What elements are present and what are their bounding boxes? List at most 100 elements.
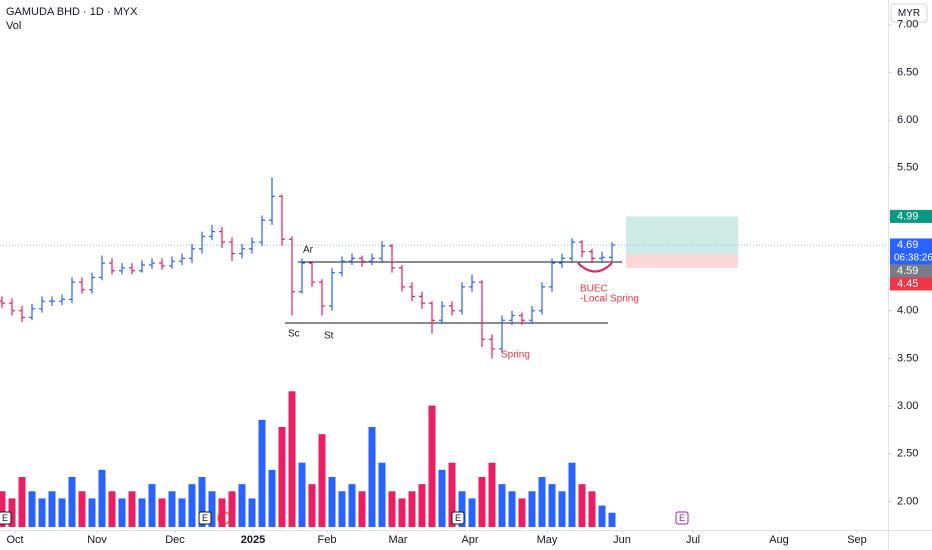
ohlc-bar [399, 265, 405, 292]
currency[interactable]: MYR [898, 8, 920, 19]
ohlc-bar [189, 244, 195, 264]
volume-bar [98, 469, 106, 527]
volume-bar [128, 491, 136, 527]
event-label: E [202, 513, 208, 523]
ohlc-bar [9, 298, 15, 316]
volume-bar [298, 462, 306, 527]
event-marker[interactable] [198, 511, 212, 525]
volume-bar [388, 491, 396, 527]
price-label-box [890, 277, 932, 291]
ohlc-bar [19, 305, 25, 323]
ohlc-bar [109, 258, 115, 275]
volume-bar [168, 491, 176, 527]
ohlc-bar [179, 253, 185, 265]
volume-bar [188, 484, 196, 527]
x-tick-label: May [537, 534, 558, 546]
price-label: 4.69 [897, 239, 918, 251]
volume-bar [288, 391, 296, 527]
y-tick-label: 2.50 [897, 448, 918, 460]
volume-bar [198, 477, 206, 527]
ohlc-bar [569, 238, 575, 264]
volume-bar [438, 469, 446, 527]
volume-bar [318, 434, 326, 527]
volume-bar [348, 484, 356, 527]
volume-bar [228, 491, 236, 527]
volume-bar [558, 491, 566, 527]
price-label-box [890, 264, 932, 278]
ohlc-bar [259, 215, 265, 246]
volume-bar [508, 491, 516, 527]
volume-bar [448, 462, 456, 527]
volume-bar [398, 498, 406, 527]
x-tick-label: Nov [87, 534, 107, 546]
volume-bar [138, 498, 146, 527]
ohlc-bar [49, 296, 55, 306]
event-marker[interactable] [0, 511, 12, 525]
volume-bar [538, 477, 546, 527]
volume-bar [28, 491, 36, 527]
volume-bar [378, 462, 386, 527]
volume-bar [48, 491, 56, 527]
stop-zone [626, 254, 738, 268]
ohlc-bar [379, 241, 385, 264]
x-tick-label: Mar [389, 534, 408, 546]
x-tick-label: 2025 [241, 534, 265, 546]
volume-bar [468, 498, 476, 527]
ohlc-bar [159, 258, 165, 270]
ohlc-bar [239, 244, 245, 259]
y-tick-label: 5.50 [897, 162, 918, 174]
event-label: E [455, 513, 461, 523]
ohlc-bar [0, 296, 5, 308]
ohlc-bar [519, 312, 525, 326]
volume-bar [488, 462, 496, 527]
ohlc-bar [589, 248, 595, 264]
event-marker[interactable] [451, 511, 465, 525]
x-tick-label: Dec [165, 534, 185, 546]
volume-label: Vol [6, 20, 21, 32]
volume-bar [8, 498, 16, 527]
annotation: Spring [501, 350, 530, 361]
event-label: E [679, 513, 685, 523]
price-label-box [890, 209, 932, 223]
volume-bar [578, 484, 586, 527]
volume-bar [268, 469, 276, 527]
ohlc-bar [469, 274, 475, 292]
ohlc-bar [149, 258, 155, 269]
volume-bar [58, 498, 66, 527]
ohlc-bar [249, 237, 255, 254]
volume-bar [518, 498, 526, 527]
ohlc-bar [449, 301, 455, 316]
y-tick-label: 2.00 [897, 495, 918, 507]
currency-button[interactable] [890, 3, 928, 23]
ohlc-bar [459, 282, 465, 315]
ohlc-bar [309, 261, 315, 287]
x-tick-label: Jul [686, 534, 700, 546]
volume-bar [598, 505, 606, 527]
event-label: E [2, 513, 8, 523]
volume-bar [0, 491, 6, 527]
ohlc-bar [129, 263, 135, 275]
y-tick-label: 6.50 [897, 66, 918, 78]
volume-bar [258, 419, 266, 527]
ohlc-bar [329, 267, 335, 311]
volume-bar [428, 405, 436, 527]
ohlc-bar [209, 224, 215, 241]
ohlc-bar [539, 282, 545, 315]
ohlc-bar [489, 334, 495, 359]
volume-bar [78, 491, 86, 527]
ohlc-bar [169, 256, 175, 269]
ohlc-bar [389, 244, 395, 273]
y-tick-label: 3.50 [897, 352, 918, 364]
volume-bar [278, 427, 286, 527]
ohlc-bar [439, 301, 445, 325]
volume-bar [588, 491, 596, 527]
ohlc-bar [559, 253, 565, 268]
volume-bar [108, 491, 116, 527]
annotation: BUEC [580, 284, 608, 295]
ohlc-bar [599, 251, 605, 264]
ohlc-bar [269, 177, 275, 225]
ohlc-bar [409, 282, 415, 302]
volume-bar [308, 484, 316, 527]
event-marker[interactable] [675, 511, 689, 525]
